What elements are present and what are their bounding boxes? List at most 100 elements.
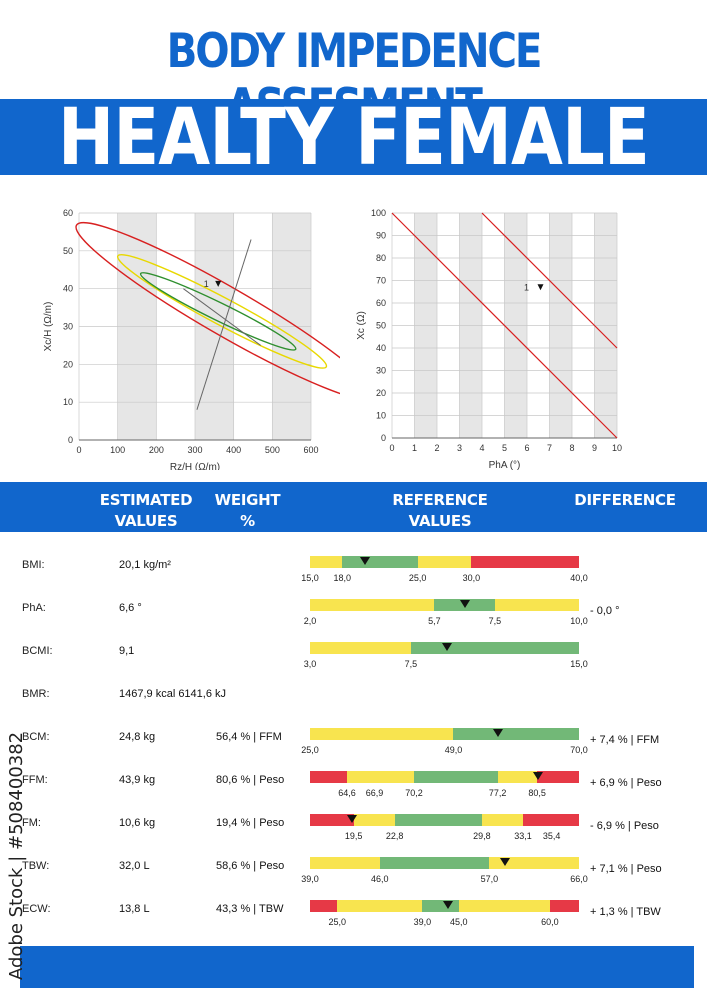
row-label: BCM: (22, 731, 50, 743)
reference-tick-label: 39,0 (413, 917, 432, 927)
y-tick-label: 30 (376, 366, 386, 376)
row-weight: 58,6 % | Peso (216, 860, 285, 872)
row-label: FM: (22, 817, 41, 829)
reference-tick-label: 3,0 (303, 659, 317, 669)
row-label: BMR: (22, 688, 50, 700)
x-axis-label: PhA (°) (489, 460, 521, 470)
header-weight-line1: WEIGHT (214, 491, 281, 509)
reference-tick-label: 49,0 (444, 745, 463, 755)
reference-range-bar (310, 814, 579, 826)
x-tick-label: 100 (110, 445, 125, 455)
range-segment-green (453, 728, 579, 740)
reference-tick-label: 15,0 (301, 573, 319, 583)
y-tick-label: 90 (376, 231, 386, 241)
green-tolerance-ellipse (139, 272, 297, 351)
value-marker (347, 815, 358, 823)
row-value: 32,0 L (119, 860, 150, 872)
y-axis-label: Xc (Ω) (356, 311, 367, 340)
reference-tick-label: 22,8 (385, 831, 404, 841)
row-difference: - 6,9 % | Peso (590, 820, 659, 832)
range-segment-green (379, 857, 490, 869)
row-label: BCMI: (22, 645, 53, 657)
y-tick-label: 20 (376, 388, 386, 398)
value-marker (533, 772, 544, 780)
limit-line (391, 212, 618, 439)
reference-range-bar (310, 642, 579, 654)
header-reference-line2: VALUES (408, 512, 472, 530)
reference-range-bar (310, 771, 579, 783)
x-tick-label: 500 (265, 445, 280, 455)
range-segment-yellow (494, 599, 579, 611)
reference-range-bar (310, 900, 579, 912)
y-tick-label: 80 (376, 253, 386, 263)
reference-tick-label: 39,0 (301, 874, 319, 884)
range-segment-yellow (310, 728, 454, 740)
reference-tick-label: 40,0 (570, 573, 588, 583)
reference-tick-label: 70,2 (405, 788, 423, 798)
reference-tick-label: 29,8 (473, 831, 491, 841)
row-value: 1467,9 kcal 6141,6 kJ (119, 688, 227, 700)
y-tick-label: 0 (381, 433, 386, 443)
y-tick-label: 50 (376, 321, 386, 331)
row-label: PhA: (22, 602, 46, 614)
reference-tick-label: 10,0 (570, 616, 588, 626)
y-axis-label: Xc/H (Ω/m) (43, 302, 54, 352)
reference-tick-label: 7,5 (404, 659, 418, 669)
reference-tick-label: 66,9 (365, 788, 384, 798)
reference-range-bar (310, 857, 579, 869)
reference-tick-label: 33,1 (514, 831, 532, 841)
x-tick-label: 10 (612, 443, 622, 453)
row-weight: 56,4 % | FFM (216, 731, 282, 743)
y-tick-label: 20 (63, 359, 73, 369)
row-value: 24,8 kg (119, 731, 156, 743)
header-reference-line1: REFERENCE (392, 491, 488, 509)
range-segment-yellow (481, 814, 523, 826)
value-marker (441, 643, 452, 651)
reference-tick-label: 25,0 (328, 917, 347, 927)
x-tick-label: 0 (76, 445, 81, 455)
x-tick-label: 400 (226, 445, 241, 455)
y-tick-label: 10 (376, 411, 386, 421)
range-segment-yellow (310, 642, 411, 654)
value-marker (492, 729, 503, 737)
header-difference: DIFFERENCE (574, 491, 676, 509)
row-difference: - 0,0 ° (590, 605, 620, 617)
y-tick-label: 70 (376, 276, 386, 286)
data-point (537, 284, 544, 291)
reference-tick-label: 30,0 (462, 573, 481, 583)
header-estimated-line1: ESTIMATED (99, 491, 193, 509)
x-tick-label: 6 (524, 443, 529, 453)
data-point-label: 1 (524, 282, 529, 292)
reference-tick-label: 15,0 (570, 659, 588, 669)
reference-tick-label: 19,5 (344, 831, 363, 841)
range-segment-green (410, 642, 579, 654)
range-segment-yellow (310, 599, 435, 611)
x-tick-label: 600 (303, 445, 318, 455)
y-tick-label: 10 (63, 397, 73, 407)
header-reference-values: REFERENCE VALUES (380, 490, 500, 532)
reference-range-bar (310, 728, 579, 740)
range-segment-yellow (310, 857, 380, 869)
y-tick-label: 60 (376, 298, 386, 308)
header-estimated-line2: VALUES (114, 512, 178, 530)
reference-range-bar (310, 556, 579, 568)
value-marker (459, 600, 470, 608)
table-header-bar (0, 482, 707, 532)
watermark-text: Adobe Stock | #508400382 (6, 731, 27, 980)
header-estimated-values: ESTIMATED VALUES (96, 490, 196, 532)
y-tick-label: 0 (68, 435, 73, 445)
limit-line (481, 212, 618, 349)
y-tick-label: 60 (63, 208, 73, 218)
y-tick-label: 30 (63, 322, 73, 332)
reference-tick-label: 57,0 (480, 874, 499, 884)
y-tick-label: 50 (63, 246, 73, 256)
range-segment-yellow (458, 900, 550, 912)
reference-tick-label: 46,0 (370, 874, 389, 884)
range-segment-yellow (347, 771, 414, 783)
x-tick-label: 300 (187, 445, 202, 455)
range-segment-yellow (337, 900, 423, 912)
range-segment-green (342, 556, 418, 568)
pha-xc-graph: 0 10 20 30 40 50 60 70 80 90 100 0 1 2 3 4 5 6 7 8 9 10 PhA (°… (356, 208, 622, 470)
ellipse-minor-axis (183, 288, 262, 346)
reference-tick-label: 25,0 (408, 573, 427, 583)
